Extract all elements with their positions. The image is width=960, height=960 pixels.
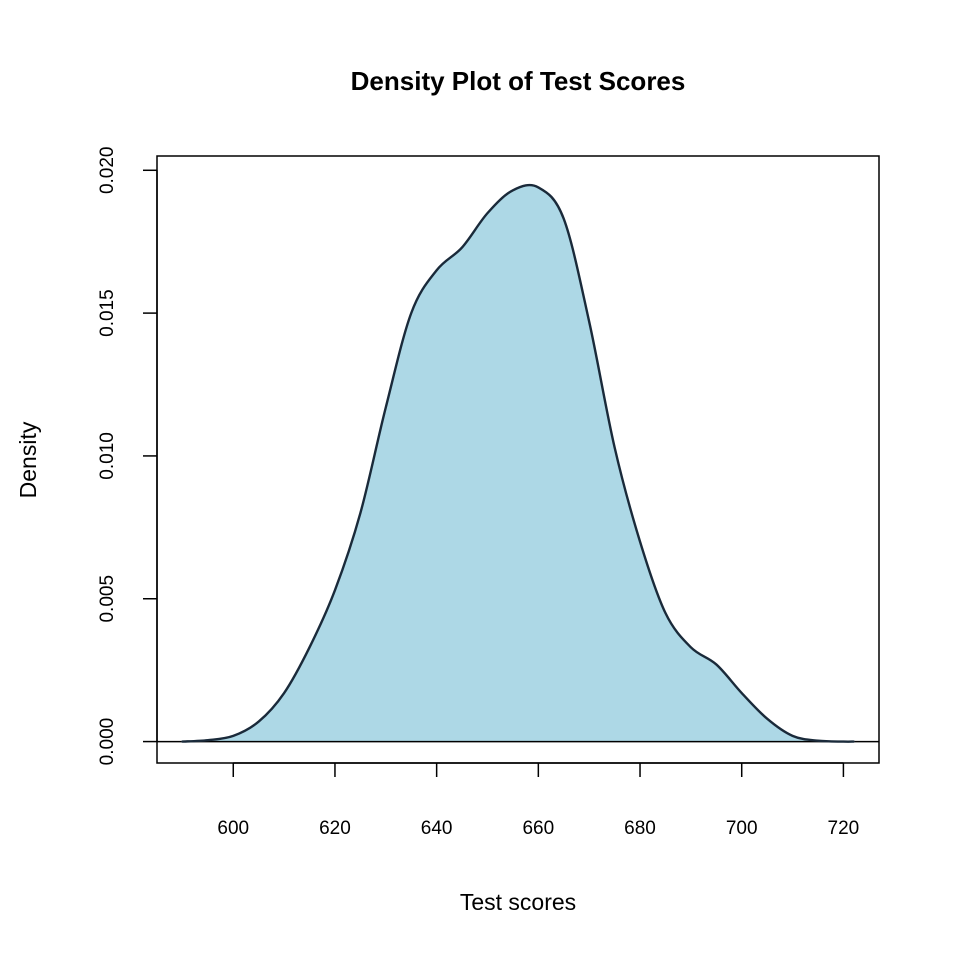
x-axis-label: Test scores (460, 889, 576, 915)
x-tick-label: 720 (828, 818, 860, 839)
density-curve (181, 183, 855, 743)
density-area-fill (182, 185, 854, 742)
x-tick-label: 700 (726, 818, 758, 839)
chart-title: Density Plot of Test Scores (351, 66, 686, 96)
x-tick-label: 640 (421, 818, 453, 839)
x-tick-label: 660 (522, 818, 554, 839)
x-tick-label: 680 (624, 818, 656, 839)
y-tick-label: 0.020 (97, 147, 118, 195)
y-tick-label: 0.000 (97, 718, 118, 766)
y-tick-label: 0.015 (97, 289, 118, 337)
y-tick-label: 0.005 (97, 575, 118, 623)
y-axis: 0.000 0.005 0.010 0.015 0.020 (97, 147, 158, 766)
y-tick-label: 0.010 (97, 432, 118, 480)
x-tick-label: 620 (319, 818, 351, 839)
plot-area (157, 183, 879, 743)
y-axis-label: Density (15, 421, 41, 498)
x-tick-label: 600 (217, 818, 249, 839)
x-axis: 600 620 640 660 680 700 720 (217, 762, 860, 839)
